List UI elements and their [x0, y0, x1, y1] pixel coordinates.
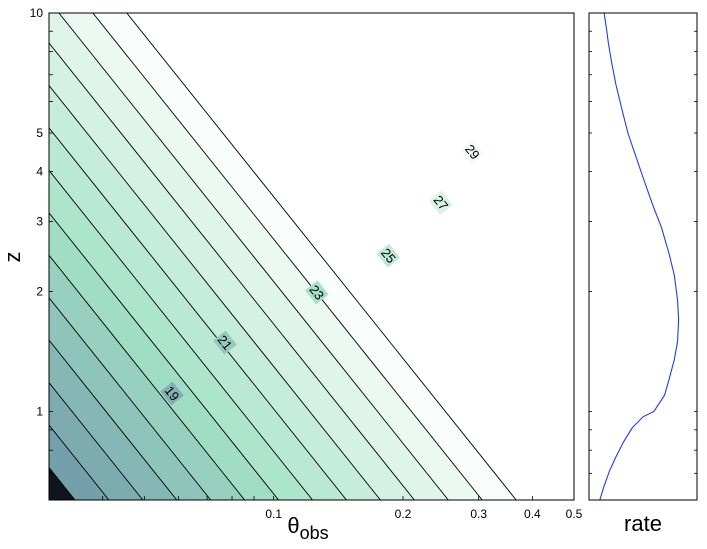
side-plot-frame — [588, 12, 698, 501]
contour-line — [49, 170, 313, 500]
x-tick-label: 0.1 — [265, 507, 282, 521]
contour-line — [49, 297, 212, 500]
x-tick-label: 0.4 — [524, 507, 541, 521]
side-axis-ticks — [589, 12, 697, 501]
x-tick-label: 0.5 — [566, 507, 583, 521]
y-tick-label: 10 — [30, 6, 44, 20]
y-axis-title: z — [0, 252, 25, 263]
contour-band — [49, 13, 449, 500]
main-axis-ticks: 0.1 0.2 0.3 0.4 0.5 1 2 3 4 5 10 — [30, 6, 583, 521]
contour-label-gap — [429, 190, 453, 215]
y-tick-label: 2 — [36, 285, 43, 299]
contour-line-layer — [49, 13, 517, 500]
contour-label-gap — [460, 139, 485, 165]
contour-line — [49, 382, 144, 500]
contour-line — [49, 255, 246, 500]
rate-curve — [599, 13, 680, 500]
y-tick-label: 5 — [36, 126, 43, 140]
contour-label-gap — [160, 381, 184, 406]
x-tick-label: 0.3 — [470, 507, 487, 521]
contour-line — [58, 13, 449, 500]
contour-line — [49, 42, 415, 500]
y-tick-label: 1 — [36, 405, 43, 419]
contour-line — [49, 127, 347, 500]
main-plot-frame — [48, 12, 575, 501]
x-axis-title: θobs — [287, 513, 328, 543]
contour-label-gap — [213, 330, 237, 355]
contour-label-gap — [376, 243, 401, 268]
contour-line — [126, 13, 517, 500]
y-tick-label: 3 — [36, 214, 43, 228]
rate-curve-layer — [599, 13, 680, 500]
contour-line — [49, 85, 381, 500]
side-x-axis-title: rate — [624, 511, 662, 536]
contour-fill-layer — [49, 13, 574, 500]
contour-line — [49, 424, 110, 500]
y-tick-label: 4 — [36, 165, 43, 179]
contour-label-gap — [304, 280, 329, 305]
contour-line — [49, 212, 279, 500]
x-tick-label: 0.2 — [395, 507, 412, 521]
contour-line — [49, 467, 76, 500]
contour-line — [92, 13, 483, 500]
contour-line — [49, 339, 178, 500]
